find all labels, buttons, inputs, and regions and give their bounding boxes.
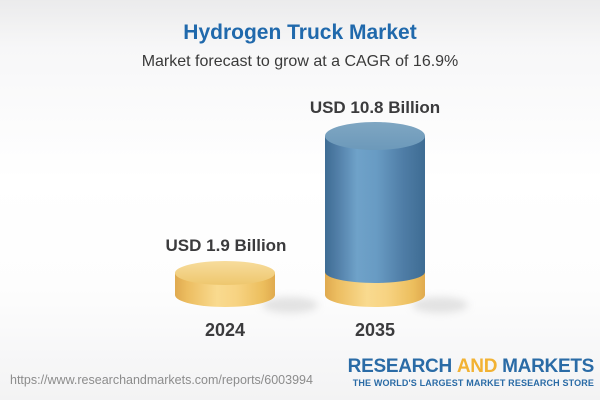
bar-2024-shadow <box>262 297 318 313</box>
page-title: Hydrogen Truck Market <box>183 21 417 44</box>
category-label-2035: 2035 <box>354 320 396 340</box>
value-label-2024: USD 1.9 Billion <box>165 236 287 255</box>
research-and-markets-logo: RESEARCH AND MARKETS THE WORLD'S LARGEST… <box>347 356 595 388</box>
logo-wordmark: RESEARCH AND MARKETS <box>347 356 595 377</box>
logo-word-research: RESEARCH <box>347 356 453 377</box>
value-label-2035: USD 10.8 Billion <box>309 98 441 117</box>
bar-2035-cylinder <box>325 122 425 307</box>
logo-word-and: AND <box>456 356 498 377</box>
bar-2024-cylinder <box>175 261 275 307</box>
logo-tagline: THE WORLD'S LARGEST MARKET RESEARCH STOR… <box>352 378 594 388</box>
logo-word-markets: MARKETS <box>502 356 594 377</box>
category-label-2024: 2024 <box>204 320 246 340</box>
page-subtitle: Market forecast to grow at a CAGR of 16.… <box>141 53 459 70</box>
bar-2035-shadow <box>412 297 468 313</box>
report-url: https://www.researchandmarkets.com/repor… <box>10 373 313 387</box>
